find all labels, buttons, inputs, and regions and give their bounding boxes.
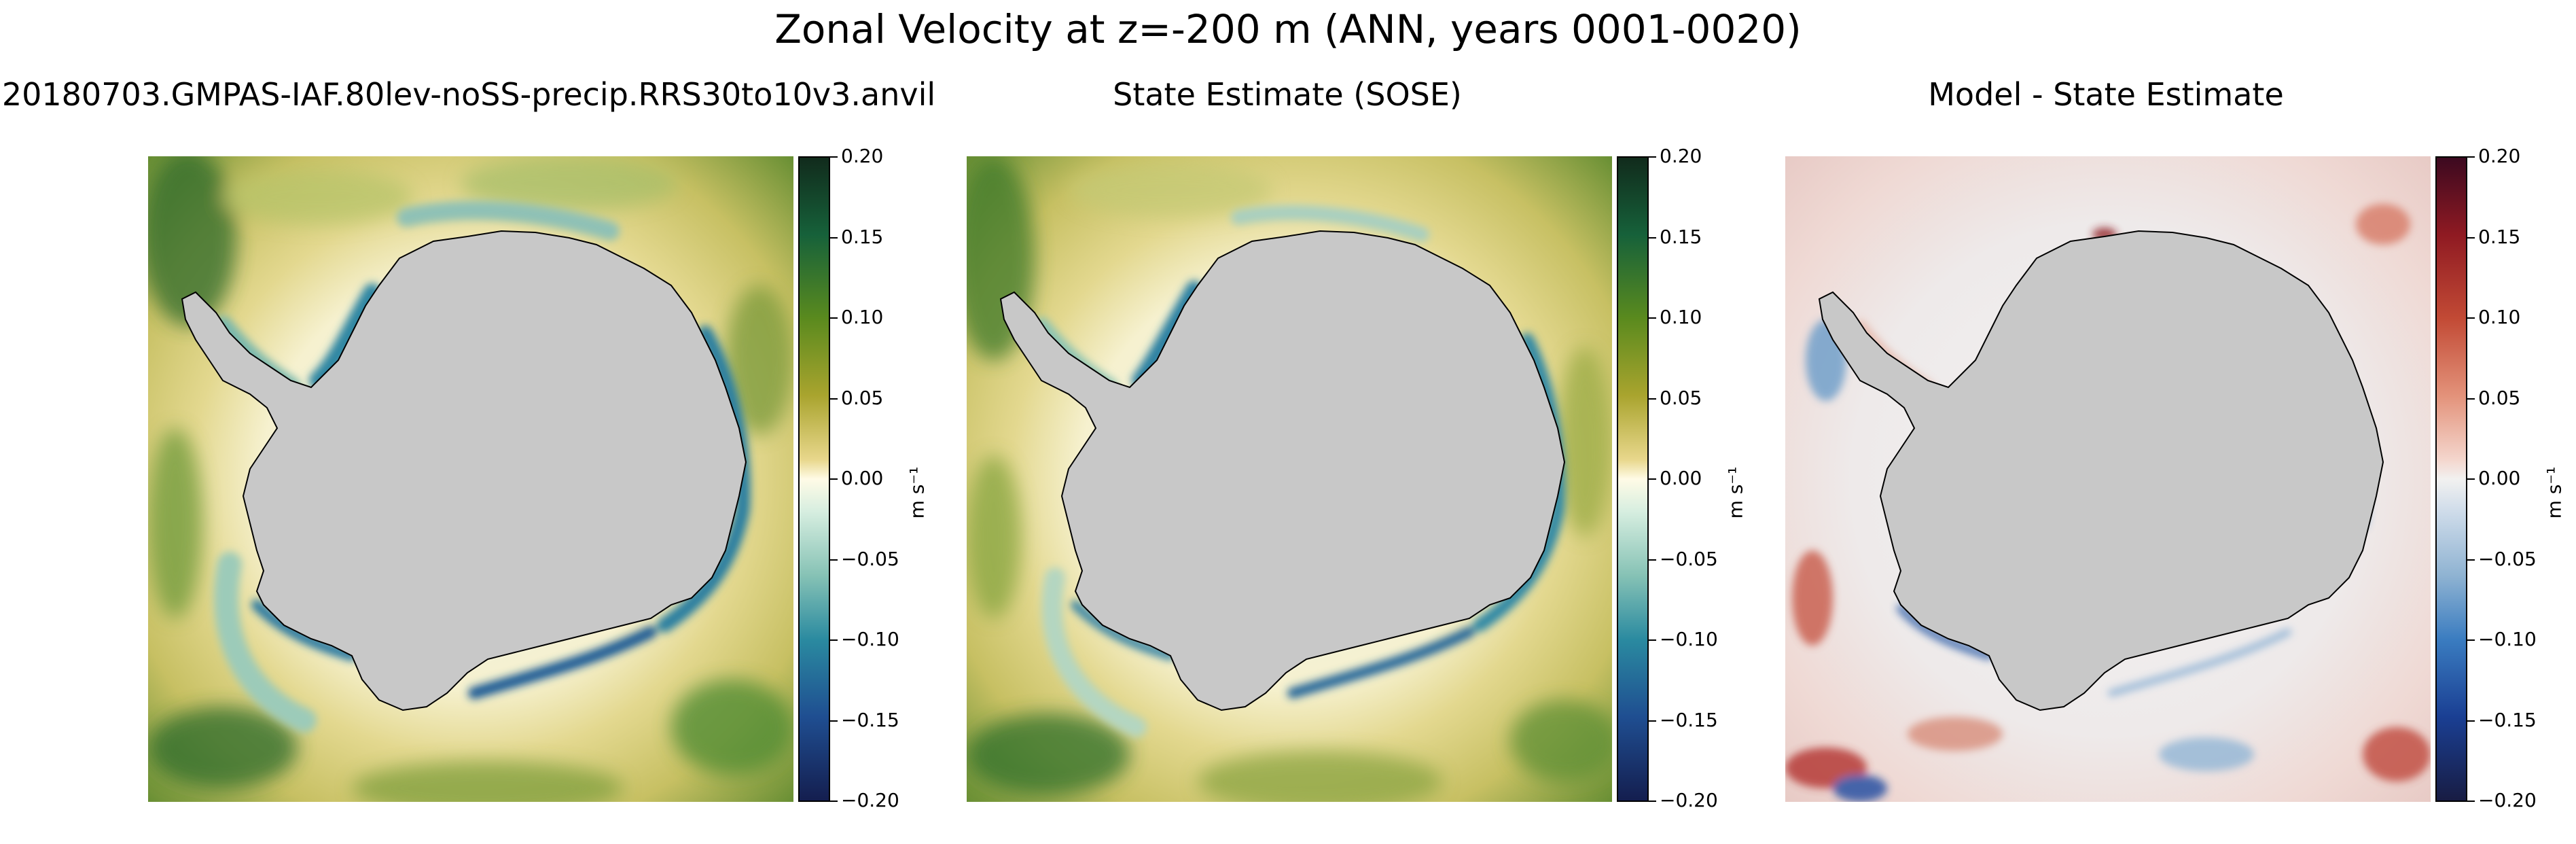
colorbar-tick-label: 0.00 (841, 467, 884, 489)
colorbar-tick-label: −0.05 (841, 547, 899, 570)
colorbar-units-model: m s⁻¹ (904, 467, 931, 519)
colorbar-tick-label: 0.10 (841, 306, 884, 328)
colorbar-tick (1649, 478, 1656, 480)
colorbar-tick-label: −0.15 (2478, 708, 2537, 731)
colorbar-tick (830, 559, 838, 561)
colorbar-tick (1649, 639, 1656, 641)
colorbar-tick (2467, 236, 2475, 239)
colorbar-tick (1649, 398, 1656, 400)
units-label: m s⁻¹ (2543, 466, 2566, 519)
colorbar-tick (2467, 317, 2475, 319)
colorbar-model (798, 156, 830, 802)
colorbar-tick-label: 0.05 (2478, 386, 2521, 409)
colorbar-tick-label: −0.20 (2478, 789, 2537, 811)
colorbar-tick-label: 0.15 (2478, 225, 2521, 248)
map-difference (1785, 156, 2431, 802)
colorbar-tick (830, 398, 838, 400)
panel-title-difference: Model - State Estimate (1928, 76, 2284, 113)
colorbar-units-difference: m s⁻¹ (2541, 467, 2568, 519)
units-label: m s⁻¹ (1724, 466, 1747, 519)
colorbar-tick (1649, 559, 1656, 561)
map-model (148, 156, 793, 802)
colorbar-tick (2467, 639, 2475, 641)
colorbar-tick (830, 801, 838, 802)
colorbar-tick-label: −0.05 (1660, 547, 1718, 570)
colorbar-tick (2467, 559, 2475, 561)
colorbar-tick-label: 0.10 (2478, 306, 2521, 328)
colorbar-tick (1649, 156, 1656, 158)
colorbar-tick-label: −0.10 (2478, 628, 2537, 650)
colorbar-tick (830, 720, 838, 722)
colorbar-tick-label: 0.20 (841, 145, 884, 167)
colorbar-tick-label: −0.15 (1660, 708, 1718, 731)
colorbar-tick-label: 0.20 (1660, 145, 1702, 167)
colorbar-tick (830, 478, 838, 480)
colorbar-tick-label: 0.20 (2478, 145, 2521, 167)
colorbar-tick (830, 156, 838, 158)
colorbar-tick-label: 0.10 (1660, 306, 1702, 328)
colorbar-tick-label: 0.15 (1660, 225, 1702, 248)
colorbar-tick (2467, 398, 2475, 400)
units-label: m s⁻¹ (906, 466, 929, 519)
colorbar-tick (2467, 720, 2475, 722)
colorbar-sose (1617, 156, 1649, 802)
colorbar-tick (1649, 801, 1656, 802)
colorbar-tick-label: 0.05 (841, 386, 884, 409)
colorbar-tick-label: 0.15 (841, 225, 884, 248)
colorbar-tick (830, 236, 838, 239)
colorbar-tick-label: −0.10 (1660, 628, 1718, 650)
colorbar-tick (1649, 236, 1656, 239)
map-sose (967, 156, 1612, 802)
colorbar-tick-label: −0.05 (2478, 547, 2537, 570)
colorbar-tick-label: 0.00 (2478, 467, 2521, 489)
colorbar-tick-label: −0.20 (1660, 789, 1718, 811)
figure-title: Zonal Velocity at z=-200 m (ANN, years 0… (774, 6, 1802, 52)
panel-title-model: 20180703.GMPAS-IAF.80lev-noSS-precip.RRS… (1, 76, 936, 113)
panel-title-sose: State Estimate (SOSE) (1113, 76, 1462, 113)
colorbar-tick (830, 317, 838, 319)
colorbar-tick (1649, 317, 1656, 319)
colorbar-tick (2467, 156, 2475, 158)
colorbar-tick (1649, 720, 1656, 722)
colorbar-tick-label: 0.05 (1660, 386, 1702, 409)
colorbar-tick-label: −0.15 (841, 708, 899, 731)
colorbar-tick (2467, 801, 2475, 802)
colorbar-tick-label: 0.00 (1660, 467, 1702, 489)
colorbar-difference (2435, 156, 2467, 802)
colorbar-tick-label: −0.10 (841, 628, 899, 650)
colorbar-tick-label: −0.20 (841, 789, 899, 811)
colorbar-tick (2467, 478, 2475, 480)
colorbar-units-sose: m s⁻¹ (1722, 467, 1749, 519)
colorbar-tick (830, 639, 838, 641)
